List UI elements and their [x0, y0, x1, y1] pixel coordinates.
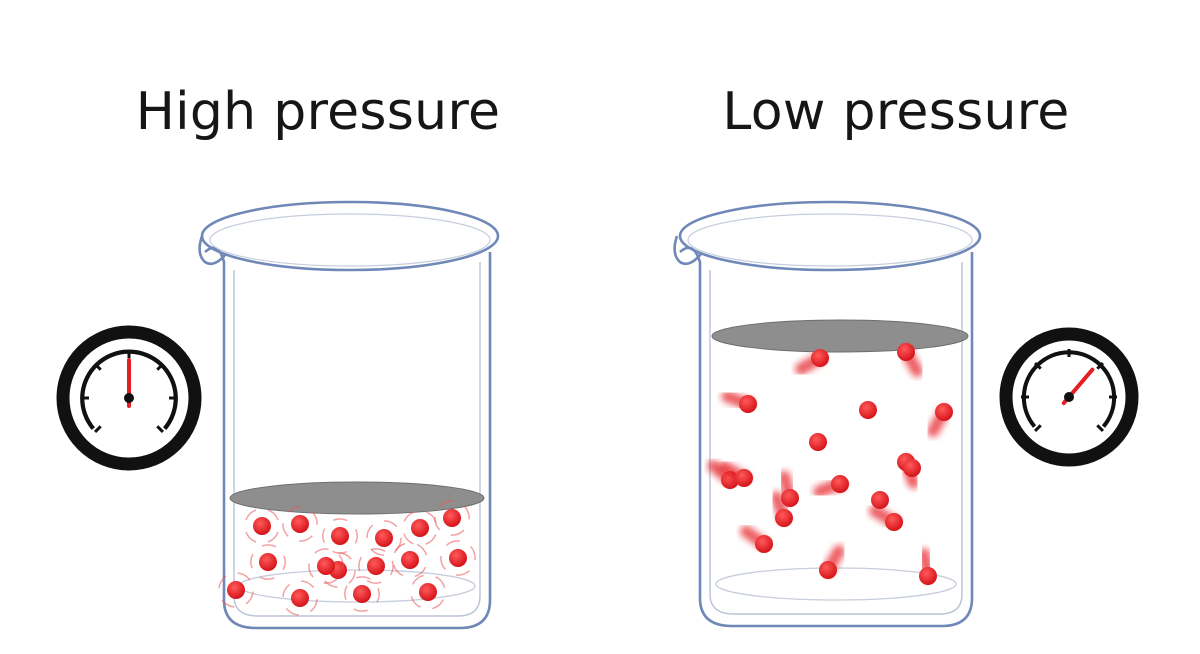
- molecule-icon: [819, 544, 845, 579]
- molecule-icon: [218, 572, 254, 608]
- pressure-gauge-high: [56, 325, 202, 471]
- beaker-low: [673, 200, 982, 628]
- molecule-icon: [358, 548, 394, 584]
- molecule-icon: [739, 525, 773, 553]
- molecule-icon: [718, 461, 753, 487]
- molecule-icon: [410, 574, 446, 610]
- molecule-icon: [897, 343, 923, 378]
- pressure-gauge-low: [999, 327, 1139, 467]
- molecule-icon: [366, 520, 402, 556]
- molecule-icon: [813, 475, 849, 498]
- molecule-icon: [250, 544, 286, 580]
- molecule-icon: [852, 491, 889, 509]
- low-pressure-title: Low pressure: [722, 82, 1070, 142]
- molecule-icon: [721, 390, 757, 413]
- molecule-icon: [322, 518, 358, 554]
- molecule-icon: [434, 500, 470, 536]
- molecule-icon: [790, 433, 827, 451]
- molecule-icon: [778, 470, 799, 507]
- molecule-icon: [344, 576, 380, 612]
- molecule-icon: [918, 548, 937, 585]
- molecule-icon: [245, 509, 279, 543]
- piston-high: [229, 481, 485, 515]
- molecule-icon: [440, 540, 476, 576]
- molecule-icon: [840, 401, 877, 419]
- molecule-icon: [282, 580, 318, 616]
- molecule-icon: [403, 511, 437, 545]
- molecule-icon: [868, 505, 903, 531]
- high-pressure-title: High pressure: [135, 82, 501, 142]
- molecule-icon: [770, 491, 793, 527]
- piston-low: [711, 319, 969, 353]
- molecule-icon: [308, 548, 344, 584]
- molecule-icon: [794, 349, 829, 375]
- molecule-icon: [903, 440, 921, 477]
- molecule-icon: [927, 403, 953, 438]
- beaker-high: [198, 200, 500, 630]
- high-pressure-molecules: [218, 500, 476, 616]
- beaker-icon: [204, 246, 492, 630]
- molecule-icon: [282, 506, 318, 542]
- low-pressure-molecules: [707, 343, 953, 585]
